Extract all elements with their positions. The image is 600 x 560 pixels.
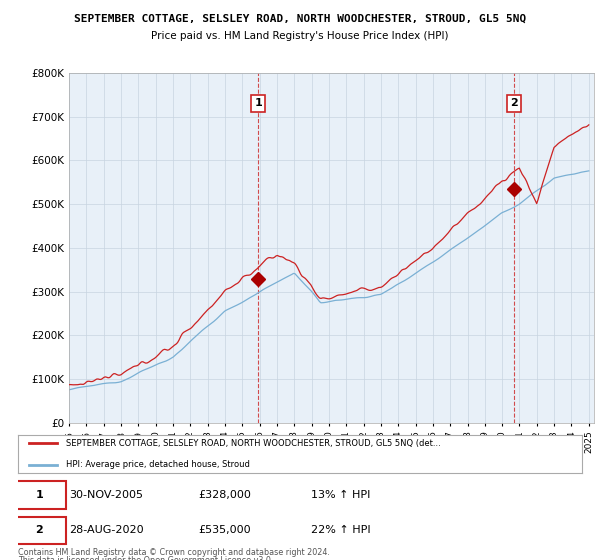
Text: 13% ↑ HPI: 13% ↑ HPI (311, 490, 371, 500)
Text: HPI: Average price, detached house, Stroud: HPI: Average price, detached house, Stro… (66, 460, 250, 469)
FancyBboxPatch shape (13, 517, 66, 544)
Text: This data is licensed under the Open Government Licence v3.0.: This data is licensed under the Open Gov… (18, 556, 274, 560)
Text: Contains HM Land Registry data © Crown copyright and database right 2024.: Contains HM Land Registry data © Crown c… (18, 548, 330, 557)
Text: 2: 2 (35, 525, 43, 535)
Text: £535,000: £535,000 (199, 525, 251, 535)
Text: 30-NOV-2005: 30-NOV-2005 (69, 490, 143, 500)
FancyBboxPatch shape (13, 482, 66, 508)
Text: 28-AUG-2020: 28-AUG-2020 (69, 525, 143, 535)
Text: 22% ↑ HPI: 22% ↑ HPI (311, 525, 371, 535)
Text: 1: 1 (35, 490, 43, 500)
Text: SEPTEMBER COTTAGE, SELSLEY ROAD, NORTH WOODCHESTER, STROUD, GL5 5NQ (det...: SEPTEMBER COTTAGE, SELSLEY ROAD, NORTH W… (66, 439, 440, 448)
Text: Price paid vs. HM Land Registry's House Price Index (HPI): Price paid vs. HM Land Registry's House … (151, 31, 449, 41)
Text: 2: 2 (510, 99, 518, 109)
Text: £328,000: £328,000 (199, 490, 251, 500)
Text: 1: 1 (254, 99, 262, 109)
Text: SEPTEMBER COTTAGE, SELSLEY ROAD, NORTH WOODCHESTER, STROUD, GL5 5NQ: SEPTEMBER COTTAGE, SELSLEY ROAD, NORTH W… (74, 14, 526, 24)
